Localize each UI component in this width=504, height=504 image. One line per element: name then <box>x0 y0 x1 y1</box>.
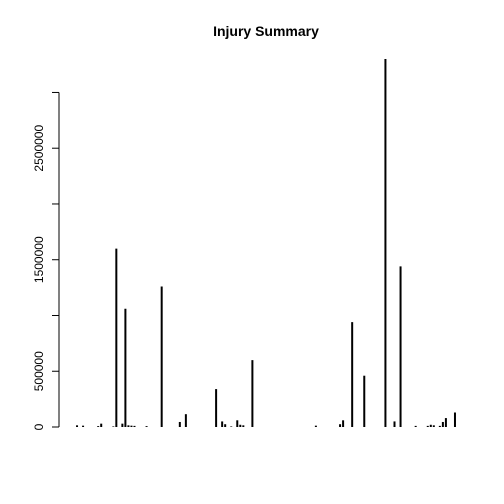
bars <box>76 59 456 427</box>
chart-title: Injury Summary <box>213 23 319 39</box>
y-tick-label: 1500000 <box>32 236 46 283</box>
y-tick-label: 500000 <box>32 351 46 391</box>
y-tick-label: 2500000 <box>32 125 46 172</box>
y-axis: 0 500000 1500000 2500000 <box>32 91 60 430</box>
y-tick-label: 0 <box>32 423 46 430</box>
